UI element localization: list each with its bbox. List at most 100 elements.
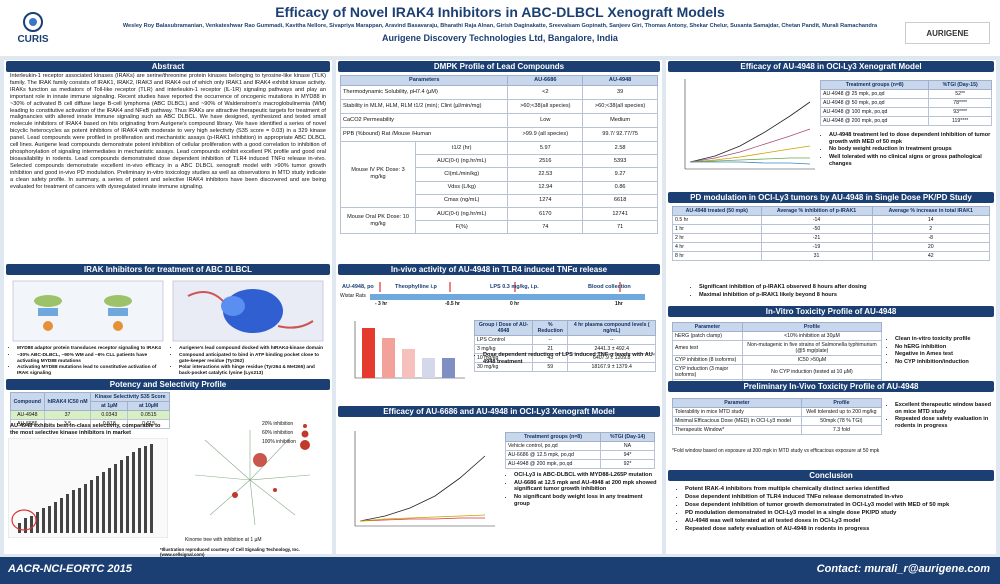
table-row: AU-4948 37 0.0343 0.0515 [10,410,170,420]
table-cell: 59 [532,362,569,372]
table-header-cell: at 1µM [90,401,129,411]
pathway-figure [12,280,324,342]
data-table: Parameters AU-6686 AU-4948 Thermodynamic So… [339,75,658,235]
kinome-tree [194,424,311,526]
timeline-label: Theophylline i.p [395,284,437,290]
table-cell: <10% inhibition at 30µM [741,331,883,341]
table-cell: 99.7/ 92.77/75 [582,127,658,142]
table-cell: 2516 [507,154,584,169]
tnf-figure [354,321,465,379]
table-cell: 6170 [507,206,584,222]
table-header-cell: Average % inhibition of p-IRAK1 [760,206,873,216]
table-cell: 22.53 [507,167,584,182]
bullet-item: Maximal inhibition of p-IRAK1 likely bey… [699,292,990,299]
table-header-cell: Compound [10,392,45,411]
bullet-item: PD modulation demonstrated in OCI-Ly3 mo… [685,510,992,517]
table-header-cell: Parameter [672,322,743,332]
table-cell: 74 [507,220,584,235]
bullet-item: Polar interactions with hinge residue (T… [179,365,328,377]
data-table: Group / Dose of AU-4948% Reduction 4 hr p… [473,320,656,372]
table-header-cell: AU-6686 [507,75,584,86]
section-title: In-vivo activity of AU-4948 in TLR4 indu… [338,264,660,275]
table-header-cell: %TGI (Day-15) [928,80,992,90]
table-cell: 3.5 [43,419,92,429]
bullet-list: Dose dependent reduction of LPS induced … [474,352,656,366]
table-cell: 7.3 fold [800,425,883,435]
table-row: Thermodynamic Solubility, pH7.4 (μM) <2 39 [339,85,658,100]
table-cell: 14 [871,215,990,225]
timeline-figure [370,282,645,300]
table-cell: 92* [600,459,655,469]
table-cell: AUC(0-t) (ng.hr/mL) [414,206,509,222]
table-cell: Tolerability in mice MTD study [672,407,802,417]
table-header-row: AU-4948 treated (50 mpk) Average % inhibi… [672,206,990,216]
table-cell: 119**** [928,116,992,126]
table-row: CYP induction (3 major isoforms) No CYP i… [672,364,883,380]
table-row: AU-6686 3.5 0.518 0.615 [10,419,170,429]
bullet-item: Negative in Ames test [895,351,994,358]
table-cell: No CYP induction (tested at 10 µM) [741,364,883,380]
bullet-list: AU-4948 treatment led to dose dependent … [820,132,992,169]
table-row: Vdss (L/kg) 12.94 0.86 [341,180,658,195]
bullet-list: MYD88 adaptor protein transduces recepto… [8,346,168,378]
table-row: AU-4948 @ 100 mpk, po,qd 93**** [819,107,992,117]
table-row: Minimal Efficacious Dose (MED) in OCI-Ly… [672,416,883,426]
table-row: AU-4948 @ 200 mpk, po,qd 92* [504,459,655,469]
table-cell: 39 [582,85,658,100]
legend-label: 100% inhibition [262,439,296,445]
table-row: AU-4948 @ 200 mpk, po,qd 119**** [819,116,992,126]
bullet-item: Activating MYD88 mutations lead to const… [17,365,168,377]
text-block: AU-4948 exhibits best-in-class selectivi… [10,423,161,436]
table-cell: 18167.9 ± 1379.4 [567,362,656,372]
table-cell: 20 [871,242,990,252]
table-header-row: Parameter Profile [672,398,883,408]
table-cell: -21 [760,233,873,243]
table-cell: 78**** [928,98,992,108]
table-cell: AU-4948 @ 50 mpk, po,qd [819,98,930,108]
table-header-cell: Profile [800,398,883,408]
bullet-list: OCI-Ly3 is ABC-DLBCL with MYD88-L265P mu… [505,472,657,509]
table-cell: -- [532,335,569,345]
table-cell: 50mpk (78 % TGI) [800,416,883,426]
section-title: Efficacy of AU-4948 in OCI-Ly3 Xenograft… [668,61,994,72]
table-header-cell: %TGI (Day-14) [600,432,655,442]
bullet-item: Repeated dose safety evaluation of AU-49… [685,526,992,533]
table-row: Ames test Non-mutagenic in five strains o… [672,340,883,356]
table-cell: Minimal Efficacious Dose (MED) in OCI-Ly… [672,416,802,426]
timeline-axis-label: Wistar Rats [340,293,366,299]
bullet-item: Significant inhibition of p-IRAK1 observ… [699,284,990,291]
table-header-row: Group / Dose of AU-4948% Reduction 4 hr p… [473,320,656,336]
table-cell: 0.5 hr [672,215,762,225]
bullet-item: No significant body weight loss in any t… [514,494,657,507]
table-cell: >60;<38(all species) [507,99,584,114]
table-row: Tolerability in mice MTD study Well toler… [672,407,883,417]
table-cell: -- [567,335,656,345]
table-header-row: Parameters AU-6686 AU-4948 [339,75,658,86]
data-table: Treatment groups (n=8) %TGI (Day-15) AU-49… [819,80,992,126]
table-cell: 5.97 [507,140,584,156]
table-row: hERG (patch clamp) <10% inhibition at 30µ… [672,331,883,341]
table-cell: 52** [928,89,992,99]
table-header-cell: Average % increase in total IRAK1 [871,206,990,216]
data-table: Parameter Profile hERG (patch clamp) <10% i… [672,322,883,389]
table-header-row: Parameter Profile [672,322,883,332]
section-title: In-Vitro Toxicity Profile of AU-4948 [668,306,994,317]
bullet-item: Well tolerated with no clinical signs or… [829,154,992,167]
table-cell: -8 [871,233,990,243]
table-row: AU-4948 @ 25 mpk, po,qd 52** [819,89,992,99]
table-cell: -50 [760,224,873,234]
table-row: AU-6686 @ 12.5 mpk, po,qd 94* [504,450,655,460]
section-title: Efficacy of AU-6686 and AU-4948 in OCI-L… [338,406,660,417]
bullet-item: OCI-Ly3 is ABC-DLBCL with MYD88-L265P mu… [514,472,657,479]
table-cell: >60;<38(all species) [582,99,658,114]
table-row: 4 hr -19 20 [672,242,990,252]
footer-left: AACR-NCI-EORTC 2015 [8,563,132,575]
table-header-cell: Parameters [339,75,509,86]
selectivity-figure [8,438,168,538]
bullet-item: No hERG inhibition [895,344,994,351]
table-cell: 12.94 [507,180,584,195]
table-cell: 31 [760,251,873,261]
bullet-item: No body weight reduction in treatment gr… [829,146,992,153]
table-cell: AUC(0-t) (ng.hr/mL) [414,154,509,169]
